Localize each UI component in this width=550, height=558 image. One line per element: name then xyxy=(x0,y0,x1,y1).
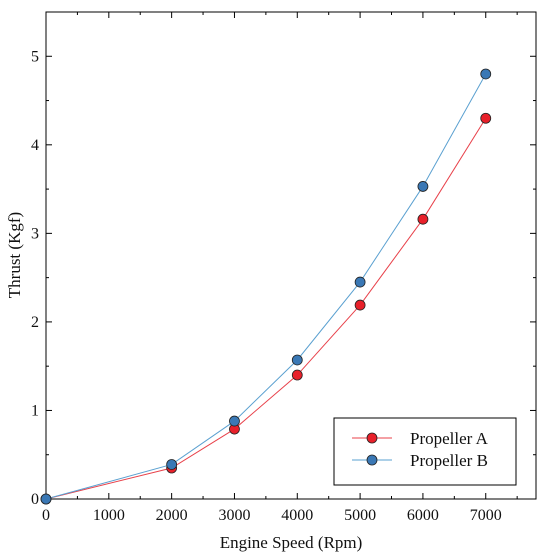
x-tick-label: 7000 xyxy=(470,507,502,524)
data-point-propeller-a xyxy=(417,213,429,225)
axis-ticks xyxy=(45,12,536,500)
y-tick-label: 0 xyxy=(31,491,39,508)
series-group xyxy=(40,68,492,505)
legend-label-propeller-b: Propeller B xyxy=(410,451,488,470)
legend-label-propeller-a: Propeller A xyxy=(410,429,489,448)
data-point-propeller-a xyxy=(354,299,366,311)
x-tick-labels: 0 1000 2000 3000 4000 5000 6000 7000 xyxy=(42,507,502,524)
legend-box xyxy=(333,417,517,486)
data-point-propeller-b xyxy=(229,415,240,427)
x-tick-label: 0 xyxy=(42,507,50,524)
data-point-propeller-b xyxy=(291,354,303,366)
legend: Propeller A Propeller B xyxy=(333,417,517,486)
y-tick-label: 2 xyxy=(31,314,39,331)
data-point-propeller-a xyxy=(480,112,492,124)
x-axis-title: Engine Speed (Rpm) xyxy=(220,533,363,552)
x-tick-label: 4000 xyxy=(281,507,313,524)
x-tick-label: 1000 xyxy=(93,507,125,524)
y-tick-label: 4 xyxy=(31,137,39,154)
y-tick-label: 1 xyxy=(31,402,39,419)
x-tick-label: 3000 xyxy=(218,507,250,524)
data-point-propeller-b xyxy=(354,276,366,288)
y-tick-label: 3 xyxy=(31,225,39,242)
data-point-propeller-b xyxy=(166,459,178,470)
y-axis-title: Thrust (Kgf) xyxy=(5,212,24,298)
y-tick-label: 5 xyxy=(31,48,39,65)
y-tick-labels: 0 1 2 3 4 5 xyxy=(31,48,39,508)
data-point-propeller-b xyxy=(480,68,492,80)
legend-marker-propeller-b xyxy=(366,454,378,466)
x-tick-label: 2000 xyxy=(156,507,188,524)
legend-marker-propeller-a xyxy=(366,432,378,444)
data-point-propeller-b xyxy=(40,493,52,505)
x-tick-label: 5000 xyxy=(344,507,376,524)
x-tick-label: 6000 xyxy=(407,507,439,524)
data-point-propeller-a xyxy=(291,369,303,381)
data-point-propeller-b xyxy=(417,181,429,192)
plot-frame xyxy=(45,11,537,500)
